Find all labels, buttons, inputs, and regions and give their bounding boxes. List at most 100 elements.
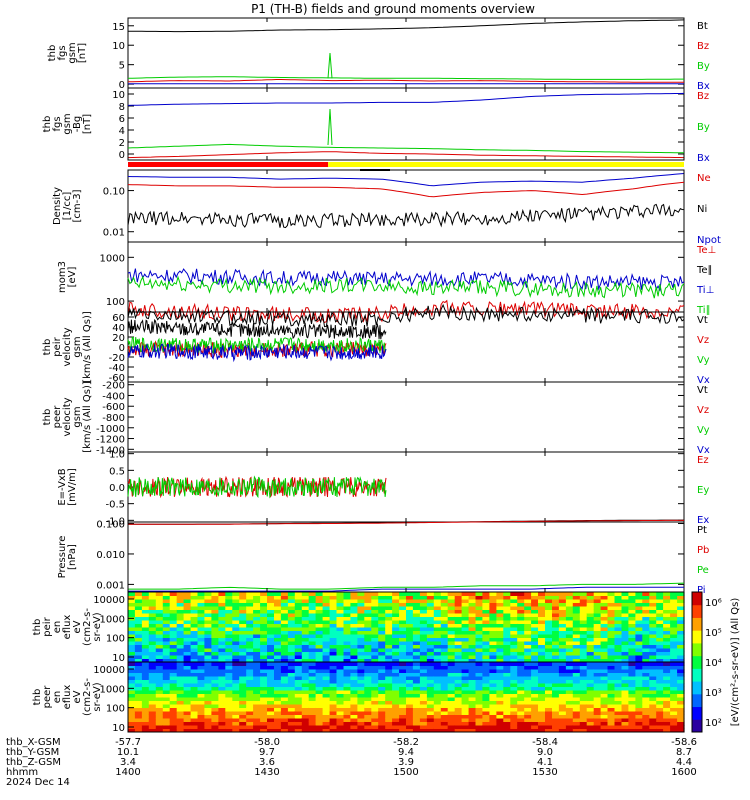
spectrogram-cell bbox=[586, 655, 595, 659]
spectrogram-cell bbox=[183, 655, 192, 659]
spectrogram-cell bbox=[558, 711, 567, 715]
spectrogram-cell bbox=[558, 686, 567, 691]
spectrogram-cell bbox=[635, 711, 643, 715]
spectrogram-cell bbox=[128, 609, 136, 614]
spectrogram-cell bbox=[280, 676, 289, 680]
spectrogram-cell bbox=[545, 714, 553, 719]
spectrogram-cell bbox=[545, 658, 553, 663]
spectrogram-cell bbox=[155, 658, 164, 663]
spectrogram-cell bbox=[621, 662, 629, 666]
y-tick-label: 0 bbox=[119, 150, 125, 161]
spectrogram-cell bbox=[357, 711, 365, 715]
spectrogram-cell bbox=[378, 655, 386, 659]
panel-ylabel: -Bg bbox=[72, 116, 83, 132]
spectrogram-cell bbox=[364, 641, 372, 645]
spectrogram-cell bbox=[239, 609, 247, 614]
spectrogram-cell bbox=[183, 683, 192, 687]
spectrogram-cell bbox=[524, 704, 532, 708]
spectrogram-cell bbox=[141, 704, 150, 708]
spectrogram-cell bbox=[552, 718, 560, 722]
spectrogram-cell bbox=[211, 704, 219, 708]
spectrogram-cell bbox=[412, 651, 421, 656]
spectrogram-cell bbox=[246, 700, 254, 705]
spectrogram-cell bbox=[162, 602, 171, 607]
spectrogram-cell bbox=[531, 686, 539, 691]
spectrogram-cell bbox=[510, 679, 518, 684]
spectrogram-cell bbox=[190, 686, 199, 691]
spectrogram-cell bbox=[169, 728, 178, 733]
spectrogram-cell bbox=[211, 707, 219, 712]
spectrogram-cell bbox=[246, 686, 254, 691]
spectrogram-cell bbox=[315, 616, 324, 621]
spectrogram-cell bbox=[392, 697, 400, 701]
spectrogram-cell bbox=[552, 655, 560, 659]
spectrogram-cell bbox=[308, 655, 317, 659]
spectrogram-cell bbox=[614, 606, 622, 610]
spectrogram-cell bbox=[649, 630, 657, 635]
legend-label: Vy bbox=[697, 425, 710, 436]
spectrogram-cell bbox=[204, 609, 212, 614]
spectrogram-cell bbox=[545, 630, 553, 635]
spectrogram-cell bbox=[315, 693, 324, 698]
spectrogram-cell bbox=[635, 606, 643, 610]
spectrogram-cell bbox=[426, 714, 435, 719]
spectrogram-cell bbox=[378, 620, 386, 624]
spectrogram-cell bbox=[517, 634, 525, 638]
spectrogram-cell bbox=[558, 665, 567, 670]
spectrogram-cell bbox=[524, 651, 532, 656]
spectrogram-cell bbox=[454, 592, 463, 596]
spectrogram-cell bbox=[503, 634, 511, 638]
spectrogram-cell bbox=[399, 655, 407, 659]
spectrogram-cell bbox=[364, 648, 372, 652]
spectrogram-cell bbox=[496, 627, 504, 631]
spectrogram-cell bbox=[287, 592, 296, 596]
spectrogram-cell bbox=[579, 697, 588, 701]
spectrogram-cell bbox=[552, 630, 560, 635]
spectrogram-cell bbox=[336, 613, 344, 617]
spectrogram-cell bbox=[392, 641, 400, 645]
spectrogram-cell bbox=[301, 592, 310, 596]
spectrogram-cell bbox=[524, 613, 532, 617]
spectrogram-cell bbox=[538, 728, 546, 733]
spectrogram-cell bbox=[155, 690, 164, 694]
series-line bbox=[127, 336, 387, 354]
spectrogram-cell bbox=[600, 672, 609, 677]
spectrogram-cell bbox=[468, 728, 477, 733]
spectrogram-cell bbox=[545, 616, 553, 621]
spectrogram-cell bbox=[468, 595, 477, 600]
spectrogram-cell bbox=[385, 672, 393, 677]
colorbar-swatch bbox=[692, 630, 702, 644]
spectrogram-cell bbox=[399, 630, 407, 635]
spectrogram-cell bbox=[440, 683, 449, 687]
spectrogram-cell bbox=[169, 651, 178, 656]
spectrogram-cell bbox=[621, 592, 629, 596]
spectrogram-cell bbox=[510, 606, 518, 610]
spectrogram-cell bbox=[378, 686, 386, 691]
spectrogram-cell bbox=[447, 707, 456, 712]
spectrogram-cell bbox=[239, 697, 247, 701]
spectrogram-cell bbox=[176, 690, 185, 694]
spectrogram-cell bbox=[454, 711, 463, 715]
spectrogram-cell bbox=[280, 627, 289, 631]
spectrogram-cell bbox=[440, 721, 449, 726]
y-tick-label: 4 bbox=[119, 126, 125, 137]
spectrogram-cell bbox=[357, 704, 365, 708]
colorbar-swatch bbox=[692, 604, 702, 618]
spectrogram-cell bbox=[239, 616, 247, 621]
spectrogram-cell bbox=[134, 725, 143, 729]
spectrogram-cell bbox=[579, 683, 588, 687]
legend-label: Bx bbox=[697, 153, 710, 164]
spectrogram-cell bbox=[600, 711, 609, 715]
spectrogram-cell bbox=[134, 627, 143, 631]
spectrogram-cell bbox=[482, 648, 490, 652]
spectrogram-cell bbox=[350, 616, 358, 621]
spectrogram-cell bbox=[308, 676, 317, 680]
spectrogram-cell bbox=[649, 595, 657, 600]
spectrogram-cell bbox=[134, 592, 143, 596]
spectrogram-cell bbox=[218, 718, 226, 722]
spectrogram-cell bbox=[232, 613, 240, 617]
spectrogram-cell bbox=[141, 683, 150, 687]
spectrogram-cell bbox=[253, 690, 261, 694]
spectrogram-cell bbox=[134, 690, 143, 694]
panel-ylabel: [km/s (All Qs)] bbox=[82, 381, 93, 453]
